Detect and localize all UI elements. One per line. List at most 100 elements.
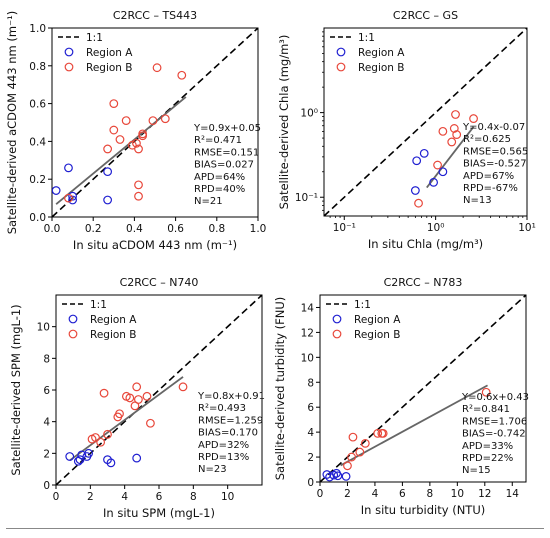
stat-line: APD=32% bbox=[198, 440, 249, 451]
legend-region-a-label: Region A bbox=[86, 47, 133, 59]
panel-title: C2RCC – GS bbox=[393, 9, 458, 22]
y-tick-label: 0.4 bbox=[29, 136, 46, 148]
region-b-point bbox=[132, 138, 141, 148]
y-tick-label: 0.2 bbox=[29, 174, 46, 186]
regression-line bbox=[55, 96, 187, 205]
region-b-point bbox=[125, 393, 135, 403]
region-b-point bbox=[343, 461, 352, 471]
x-tick-label: 0.0 bbox=[44, 223, 61, 235]
region-b-point bbox=[134, 191, 143, 201]
legend-region-b-label: Region B bbox=[354, 329, 401, 341]
legend-region-b-swatch bbox=[332, 329, 342, 339]
y-axis-label: Satellite-derived SPM (mgL-1) bbox=[9, 304, 23, 475]
y-tick-label: 4 bbox=[307, 427, 314, 439]
x-tick-label: 14 bbox=[506, 488, 520, 500]
legend-one-to-one-label: 1:1 bbox=[86, 32, 103, 44]
legend-region-b-label: Region B bbox=[90, 329, 137, 341]
x-tick-label: 6 bbox=[156, 491, 163, 503]
regression-line bbox=[340, 384, 488, 467]
panel-title: C2RCC – N783 bbox=[384, 276, 463, 289]
one-to-one-line bbox=[324, 28, 527, 216]
region-b-point bbox=[138, 131, 148, 141]
x-tick-label: 6 bbox=[399, 488, 406, 500]
x-tick-label: 0.2 bbox=[85, 223, 102, 235]
y-tick-label: 10⁰ bbox=[300, 108, 318, 120]
stat-line: BIAS=0.170 bbox=[198, 428, 258, 439]
region-b-point bbox=[160, 114, 170, 124]
x-tick-label: 0.4 bbox=[126, 223, 143, 235]
y-tick-label: 0 bbox=[43, 480, 50, 492]
region-b-point bbox=[109, 125, 119, 135]
stat-line: Y=0.4x-0.07 bbox=[462, 122, 525, 133]
x-tick-label: 4 bbox=[121, 491, 128, 503]
region-b-point bbox=[178, 382, 188, 392]
stat-line: RPD=40% bbox=[194, 184, 245, 195]
region-b-point bbox=[348, 432, 358, 442]
x-axis-label: In situ turbidity (NTU) bbox=[361, 503, 485, 517]
one-to-one-line bbox=[56, 295, 262, 485]
y-tick-label: 4 bbox=[43, 417, 50, 429]
region-a-point bbox=[103, 167, 113, 177]
legend-region-b-label: Region B bbox=[86, 62, 133, 74]
legend-region-a-swatch bbox=[332, 314, 342, 324]
stat-line: RPD=-67% bbox=[463, 183, 518, 194]
stat-line: N=13 bbox=[463, 195, 492, 206]
region-b-point bbox=[115, 409, 124, 419]
region-b-point bbox=[449, 124, 459, 133]
plot-content bbox=[324, 28, 527, 216]
region-a-point bbox=[329, 470, 339, 480]
y-tick-label: 0 bbox=[307, 477, 314, 489]
legend-region-a-swatch bbox=[336, 47, 346, 57]
x-tick-label: 10 bbox=[451, 488, 464, 500]
region-b-point bbox=[148, 116, 158, 126]
region-a-point bbox=[64, 163, 73, 173]
panel-4: C2RCC – N783 0 2 4 6 8 10 12 14 0 2 4 6 8 10 12 14 In sit… bbox=[273, 276, 529, 517]
x-tick-label: 4 bbox=[372, 488, 379, 500]
y-tick-label: 6 bbox=[307, 402, 314, 414]
legend-region-a-label: Region A bbox=[354, 314, 401, 326]
stat-line: N=15 bbox=[462, 465, 491, 476]
region-b-point bbox=[438, 126, 448, 136]
y-tick-label: 0.8 bbox=[29, 61, 46, 73]
stat-line: BIAS=0.027 bbox=[194, 160, 254, 171]
y-tick-label: 10⁻¹ bbox=[295, 192, 318, 204]
region-b-point bbox=[481, 387, 491, 397]
stat-line: R²=0.493 bbox=[198, 403, 246, 414]
y-tick-label: 14 bbox=[301, 302, 315, 314]
x-tick-label: 10¹ bbox=[518, 222, 536, 234]
x-tick-label: 1.0 bbox=[250, 223, 267, 235]
y-tick-label: 2 bbox=[307, 452, 314, 464]
region-b-point bbox=[103, 144, 113, 154]
region-a-point bbox=[84, 448, 94, 458]
region-b-point bbox=[109, 99, 119, 108]
x-tick-label: 0 bbox=[53, 491, 60, 503]
legend-one-to-one-label: 1:1 bbox=[354, 299, 371, 311]
stat-line: Y=0.9x+0.05 bbox=[193, 123, 261, 134]
plot-content bbox=[56, 295, 262, 485]
stat-line: R²=0.625 bbox=[463, 134, 511, 145]
plot-frame bbox=[323, 27, 528, 217]
region-b-point bbox=[132, 382, 142, 392]
x-tick-label: 10⁰ bbox=[427, 222, 445, 234]
y-tick-label: 10 bbox=[37, 322, 50, 334]
y-tick-label: 8 bbox=[307, 377, 314, 389]
region-a-point bbox=[429, 177, 438, 187]
x-tick-label: 8 bbox=[427, 488, 434, 500]
stat-line: APD=33% bbox=[462, 441, 513, 452]
x-tick-label: 0.6 bbox=[167, 223, 184, 235]
x-tick-label: 8 bbox=[190, 491, 197, 503]
stat-line: R²=0.471 bbox=[194, 135, 242, 146]
region-b-point bbox=[99, 388, 109, 398]
plot-content bbox=[320, 295, 526, 482]
y-tick-label: 12 bbox=[301, 327, 314, 339]
y-tick-label: 0.6 bbox=[29, 99, 46, 111]
region-b-point bbox=[91, 433, 100, 442]
region-b-point bbox=[177, 70, 187, 80]
regression-line bbox=[426, 126, 475, 189]
legend-region-a-swatch bbox=[68, 314, 78, 324]
region-b-point bbox=[355, 447, 365, 457]
x-tick-label: 0 bbox=[317, 488, 324, 500]
region-b-point bbox=[152, 63, 162, 73]
x-tick-label: 10⁻¹ bbox=[333, 222, 356, 234]
region-a-point bbox=[75, 455, 85, 465]
